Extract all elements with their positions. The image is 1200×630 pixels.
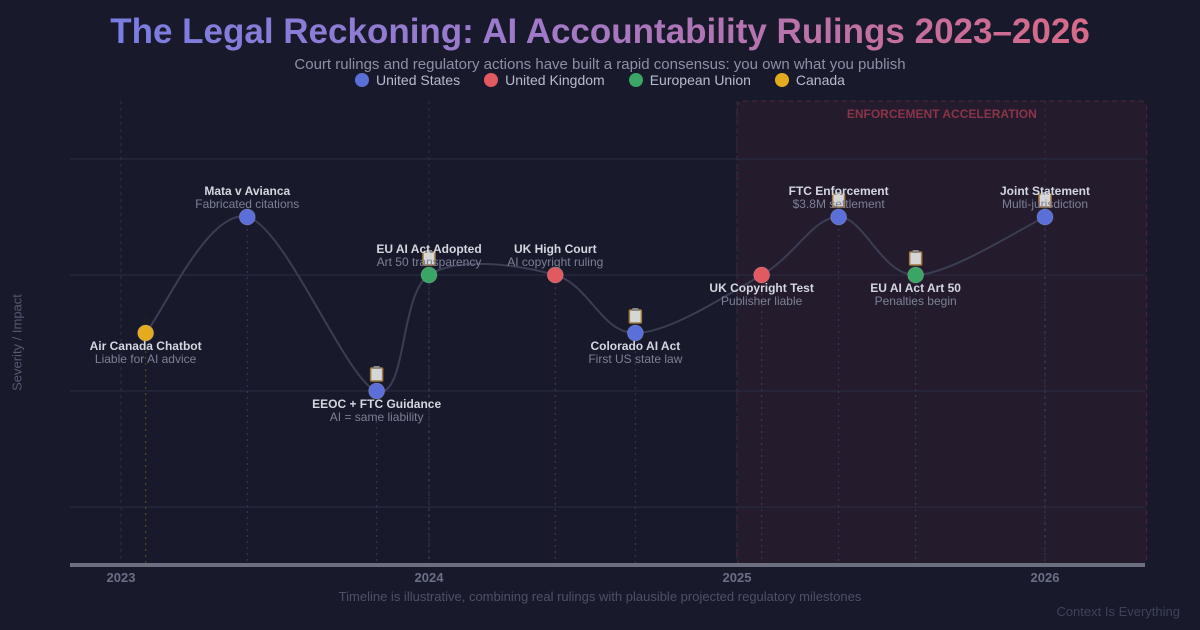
clipboard-clip bbox=[1042, 192, 1048, 195]
legend-label: Canada bbox=[795, 72, 845, 88]
scales-icon: ⚖ bbox=[758, 257, 765, 266]
timeline-curve bbox=[144, 215, 1046, 393]
clipboard-icon bbox=[369, 366, 384, 382]
event-label: UK High Court bbox=[514, 242, 597, 256]
clipboard-icon bbox=[628, 308, 643, 324]
event-label: EU AI Act Art 50 bbox=[870, 281, 961, 295]
event-sublabel: Liable for AI advice bbox=[95, 352, 197, 366]
footnote: Timeline is illustrative, combining real… bbox=[338, 589, 862, 604]
legend-item-canada: Canada bbox=[774, 72, 845, 88]
event-label: UK Copyright Test bbox=[709, 281, 813, 295]
event-point bbox=[546, 266, 564, 284]
legend-label: United Kingdom bbox=[505, 72, 605, 88]
event-sublabel: AI copyright ruling bbox=[507, 255, 603, 269]
event-point bbox=[420, 266, 438, 284]
legend-swatch bbox=[628, 73, 643, 87]
event-label: Colorado AI Act bbox=[590, 339, 680, 353]
clipboard-clip bbox=[835, 192, 842, 195]
legend-item-uk: United Kingdom bbox=[484, 72, 605, 88]
clipboard-clip bbox=[912, 250, 919, 253]
legend-item-eu: European Union bbox=[628, 72, 751, 88]
x-tick-label: 2025 bbox=[723, 570, 752, 585]
event-sublabel: AI = same liability bbox=[330, 410, 424, 424]
event-sublabel: Art 50 transparency bbox=[377, 255, 482, 269]
clipboard-clip bbox=[632, 308, 639, 311]
event-label: Mata v Avianca bbox=[204, 184, 290, 198]
event-label: Joint Statement bbox=[1000, 184, 1090, 198]
event-point bbox=[238, 208, 256, 226]
chart-subtitle: Court rulings and regulatory actions hav… bbox=[294, 56, 906, 73]
event-label: FTC Enforcement bbox=[789, 184, 889, 198]
clipboard-board bbox=[908, 251, 923, 266]
clipboard-board bbox=[369, 367, 384, 382]
x-tick-label: 2024 bbox=[415, 570, 445, 585]
event-point bbox=[907, 266, 925, 284]
y-axis-label: Severity / Impact bbox=[9, 294, 25, 391]
legend-swatch bbox=[355, 73, 370, 87]
legend-label: United States bbox=[376, 72, 461, 88]
event-point bbox=[626, 324, 644, 342]
brand-watermark: Context Is Everything bbox=[1056, 604, 1180, 619]
event-point bbox=[1036, 208, 1054, 226]
event-sublabel: Multi-jurisdiction bbox=[1002, 197, 1088, 211]
event-point bbox=[137, 324, 155, 342]
enforcement-region-label: ENFORCEMENT ACCELERATION bbox=[847, 107, 1037, 121]
x-tick-label: 2026 bbox=[1031, 570, 1060, 585]
event-label: Air Canada Chatbot bbox=[90, 339, 202, 353]
clipboard-icon bbox=[422, 250, 436, 266]
enforcement-region bbox=[736, 100, 1148, 566]
event-label: EU AI Act Adopted bbox=[376, 242, 481, 256]
event-sublabel: $3.8M settlement bbox=[793, 197, 886, 211]
legend-item-us: United States bbox=[355, 72, 460, 88]
event-point bbox=[753, 266, 771, 284]
clipboard-icon bbox=[1038, 192, 1052, 208]
event-point bbox=[830, 208, 848, 226]
event-label: EEOC + FTC Guidance bbox=[312, 397, 441, 411]
scales-icon: ⚖ bbox=[142, 315, 149, 324]
clipboard-clip bbox=[373, 366, 380, 369]
legend: United States United Kingdom European Un… bbox=[0, 72, 1200, 88]
clipboard-clip bbox=[426, 250, 432, 253]
chart-title: The Legal Reckoning: AI Accountability R… bbox=[0, 12, 1200, 52]
clipboard-icon bbox=[908, 250, 923, 266]
clipboard-board bbox=[628, 309, 643, 324]
event-sublabel: Penalties begin bbox=[875, 294, 957, 308]
legend-swatch bbox=[774, 73, 789, 87]
clipboard-icon bbox=[831, 192, 846, 208]
event-sublabel: Fabricated citations bbox=[195, 197, 299, 211]
x-tick-label: 2023 bbox=[107, 570, 136, 585]
event-sublabel: Publisher liable bbox=[721, 294, 803, 308]
event-point bbox=[368, 382, 386, 400]
event-sublabel: First US state law bbox=[588, 352, 682, 366]
legend-label: European Union bbox=[649, 72, 751, 88]
legend-swatch bbox=[484, 73, 499, 87]
